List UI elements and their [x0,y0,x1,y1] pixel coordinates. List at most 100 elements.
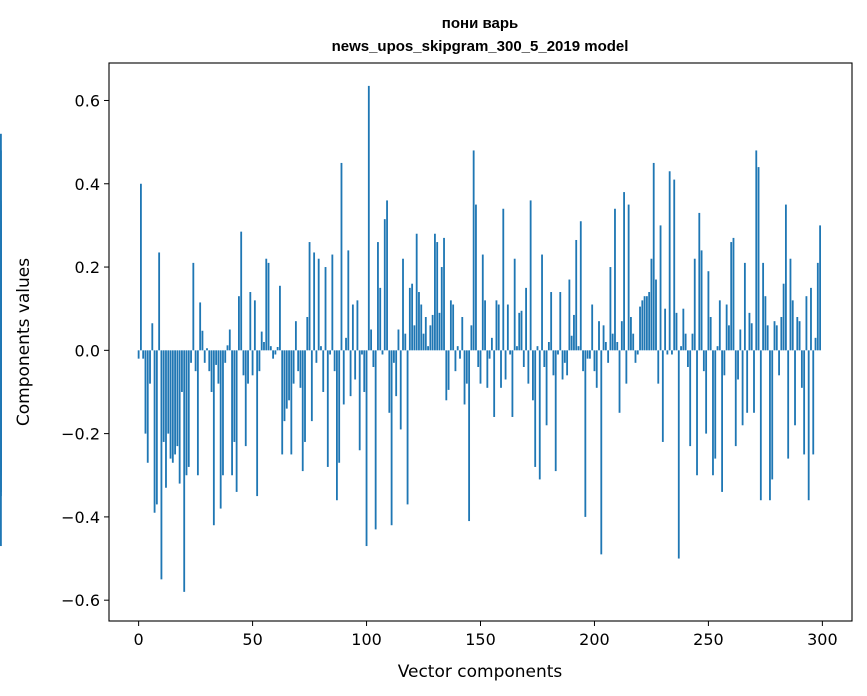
bar-291 [800,350,803,388]
bar-91 [345,337,347,351]
bar-133 [440,267,443,351]
bar-289 [796,317,799,351]
bar-18 [178,350,181,484]
bar-11 [162,350,165,442]
bar-230 [661,350,664,442]
bar-44 [238,296,240,351]
bar-187 [563,350,566,363]
bar-10 [160,350,163,580]
bar-153 [486,350,489,388]
bar-50 [251,350,254,376]
bar-137 [449,300,452,351]
bar-207 [609,267,612,351]
bar-150 [479,350,482,384]
bar-156 [493,350,496,417]
bar-108 [383,219,386,351]
y-tick-label: −0.6 [61,591,100,610]
bar-209 [614,208,616,351]
bar-39 [226,345,229,351]
bar-275 [764,296,767,351]
bar-161 [504,350,507,380]
bar-294 [807,350,810,501]
bar-40 [228,329,231,351]
bar-101 [367,85,370,351]
bar-292 [803,350,806,455]
bar-146 [470,325,473,351]
bar-201 [595,350,598,388]
bar-undefined [0,350,2,472]
bar-149 [477,350,480,367]
bar-12 [165,350,167,488]
bar-88 [338,350,341,463]
bar-183 [554,350,557,472]
bar-274 [762,262,765,351]
bar-278 [771,350,774,480]
bar-16 [174,350,176,455]
bar-52 [256,350,259,497]
bar-62 [279,285,281,351]
bar-173 [532,350,534,401]
bar-295 [810,287,812,351]
bar-271 [755,150,758,351]
bar-125 [422,333,425,351]
bar-94 [351,304,354,351]
bar-65 [285,350,288,409]
bar-213 [623,192,625,351]
bar-96 [356,300,359,351]
bar-232 [666,350,669,355]
bar-194 [579,221,582,351]
bar-124 [420,304,423,351]
y-tick-label: 0.0 [75,341,100,360]
bar-75 [308,242,311,351]
bar-148 [475,204,477,351]
bar-240 [684,333,687,351]
y-tick-label: 0.2 [75,258,100,277]
bar-60 [274,350,277,355]
x-tick-label: 150 [465,630,496,649]
bar-29 [203,350,206,363]
x-tick-label: 0 [134,630,144,649]
bar-134 [443,237,445,351]
bar-131 [436,242,439,351]
bar-251 [709,317,712,351]
bar-74 [306,317,309,351]
bar-111 [390,350,393,526]
bar-165 [513,258,516,351]
bar-1 [140,183,142,351]
bar-122 [415,233,418,351]
bar-19 [181,350,183,392]
bar-270 [753,350,755,413]
bar-257 [723,350,726,376]
plot-frame [108,62,853,622]
bar-221 [641,300,644,351]
bar-47 [244,350,247,447]
bar-132 [438,312,441,351]
bar-267 [746,350,749,413]
bar-142 [461,317,464,351]
bar-58 [269,346,272,351]
bar-256 [721,350,723,492]
bar-undefined [0,229,2,351]
bar-15 [171,350,174,463]
bar-247 [700,250,703,351]
bar-241 [686,350,689,367]
bar-158 [497,304,500,351]
bar-157 [495,300,498,351]
bar-243 [691,333,694,351]
bar-218 [634,350,637,363]
chart-title: пони варь [442,15,518,32]
bar-219 [636,350,639,355]
y-axis-label: Components values [14,258,34,426]
bar-126 [424,317,427,351]
bar-73 [304,350,306,442]
bar-154 [488,350,491,359]
bar-286 [789,258,792,351]
bar-43 [235,350,238,492]
bar-59 [272,350,275,359]
bar-117 [404,333,407,351]
bar-198 [588,350,591,359]
bar-258 [725,304,728,351]
bar-185 [559,292,562,351]
bar-233 [668,171,671,351]
